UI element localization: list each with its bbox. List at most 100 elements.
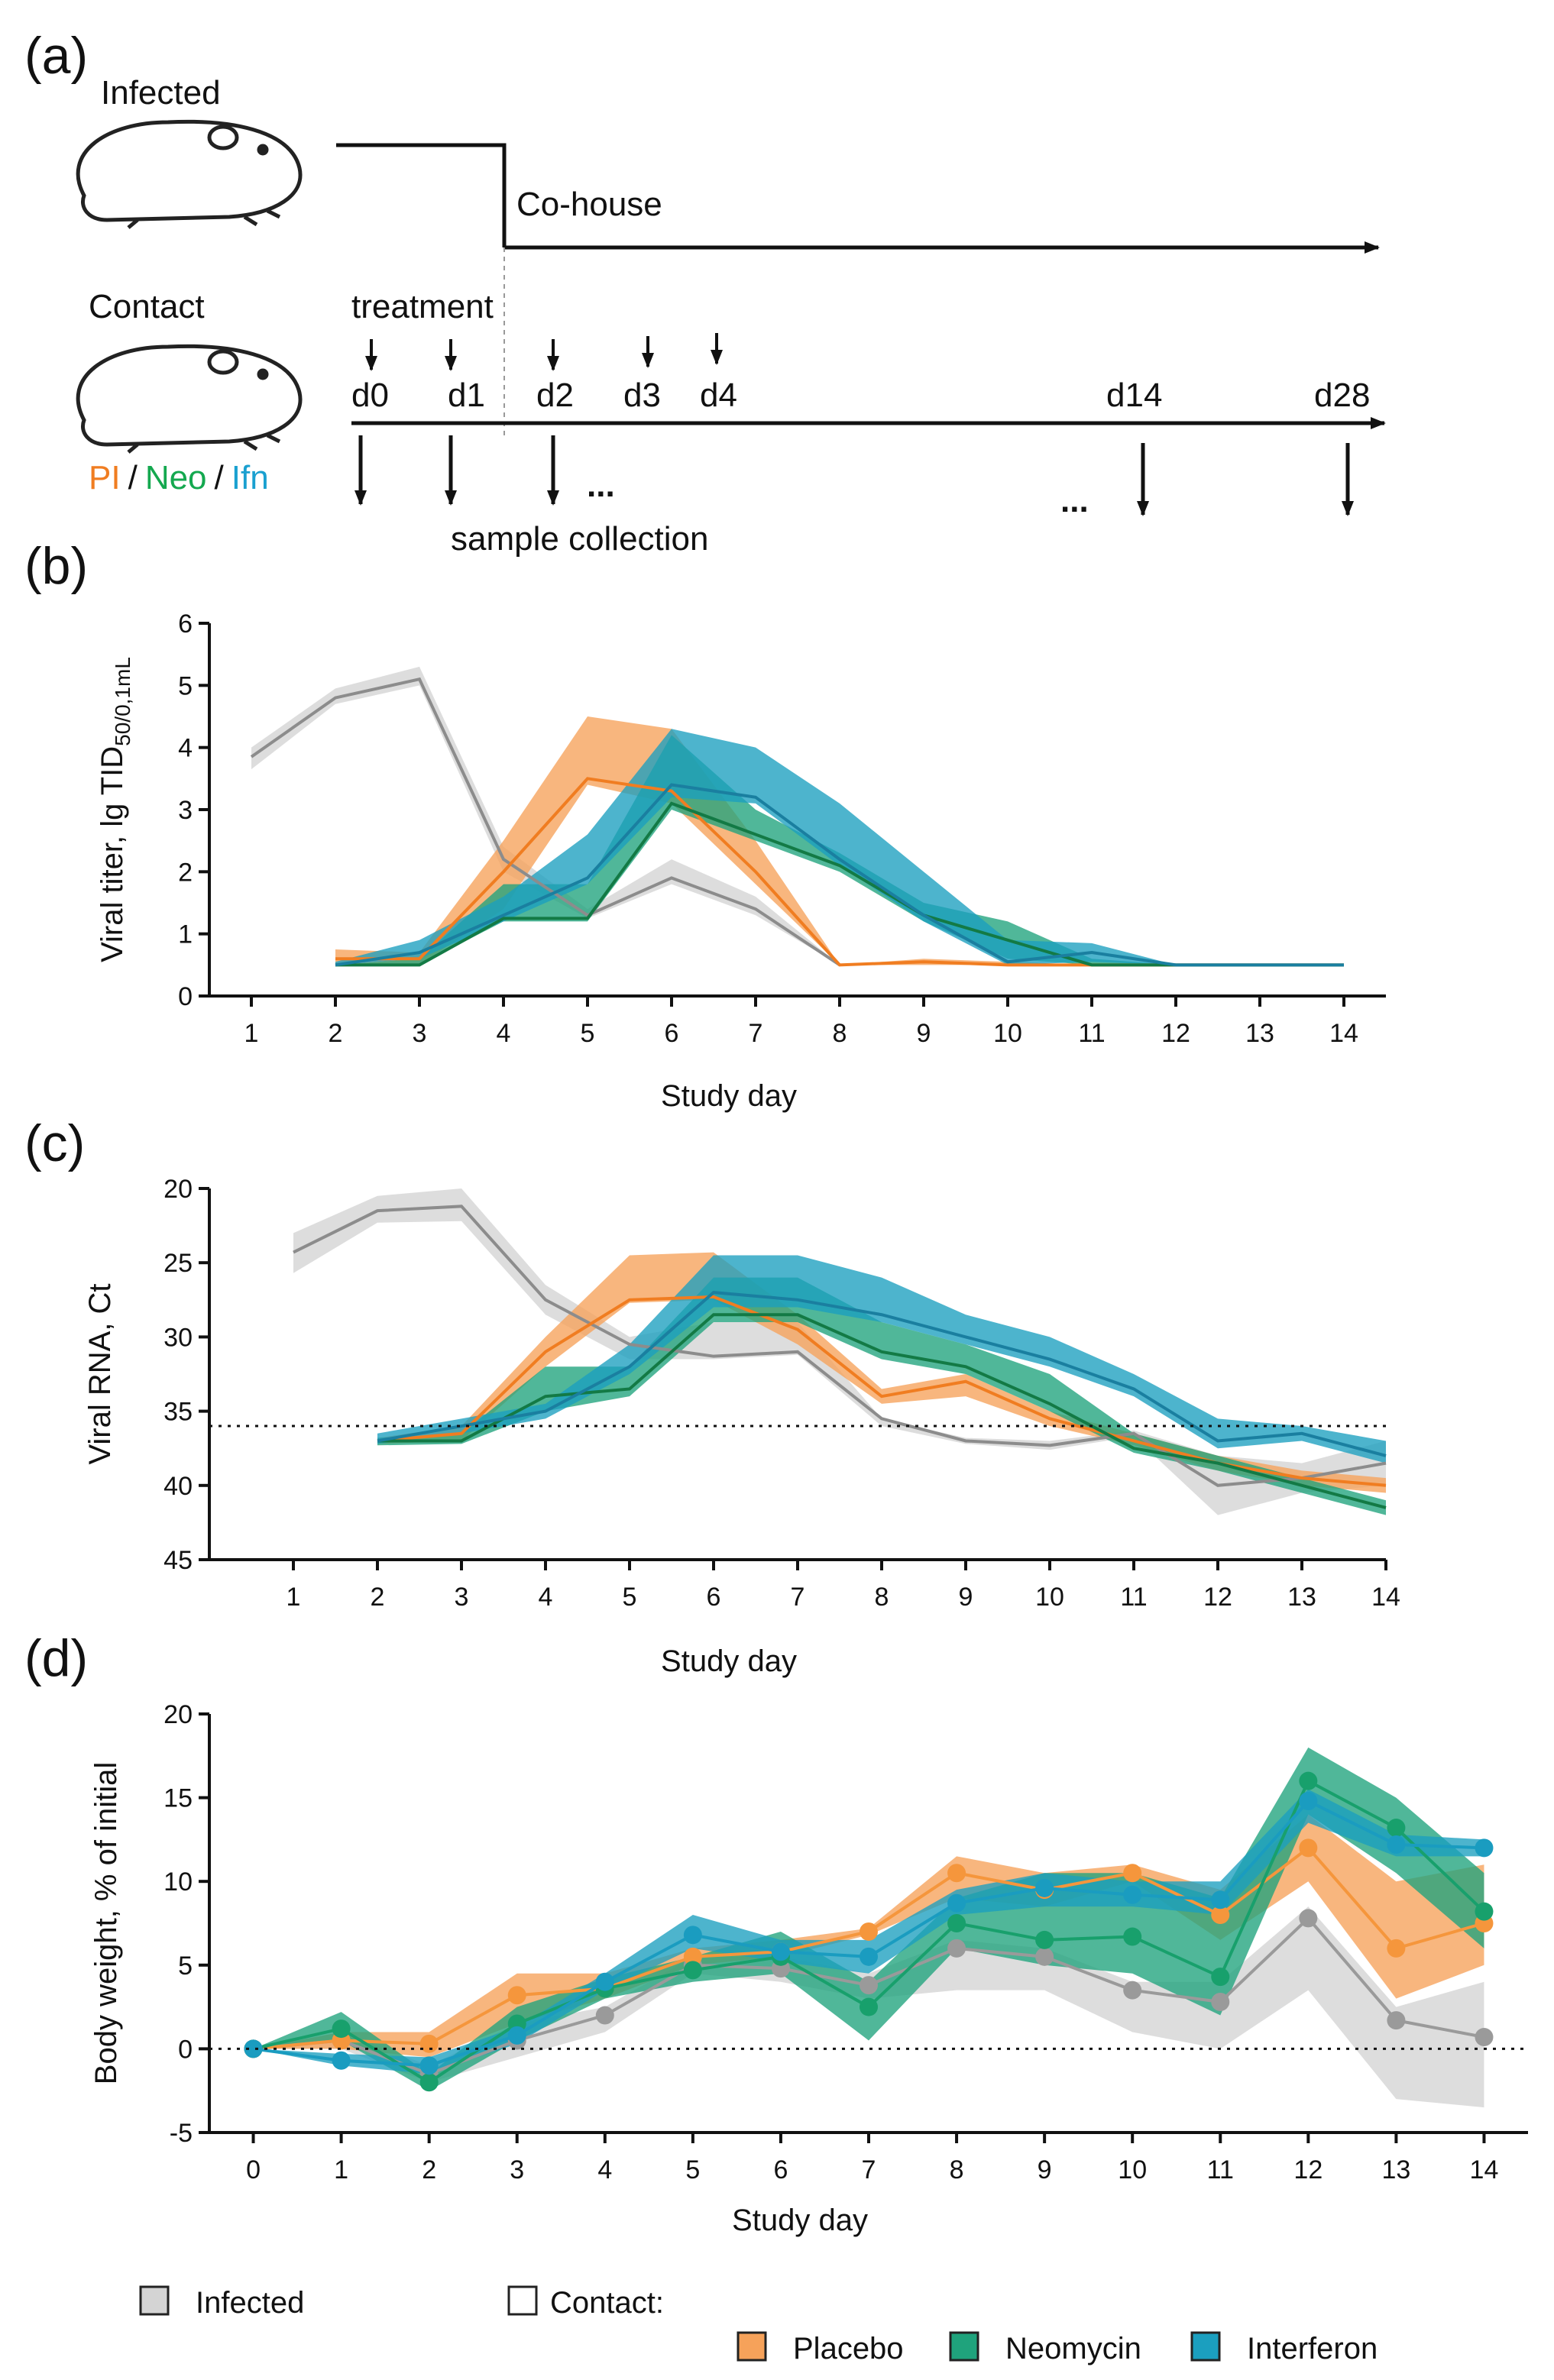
x-tick-label: 9 (917, 1019, 931, 1048)
day-label: d28 (1314, 377, 1370, 414)
data-point (1299, 1771, 1318, 1790)
data-point (332, 2051, 351, 2070)
y-tick-label: 0 (178, 2035, 193, 2064)
legend-swatch (139, 2285, 170, 2316)
contact-label: Contact (89, 288, 205, 325)
data-point (244, 2039, 263, 2058)
x-tick-label: 4 (597, 2155, 612, 2184)
x-tick-label: 13 (1245, 1019, 1274, 1048)
treatment-label: treatment (351, 288, 494, 325)
x-tick-label: 4 (497, 1019, 511, 1048)
y-tick-label: 45 (163, 1546, 193, 1575)
x-axis-title: Study day (661, 1079, 797, 1113)
x-tick-label: 7 (862, 2155, 876, 2184)
x-tick-label: 13 (1381, 2155, 1410, 2184)
panel-label: (d) (24, 1629, 88, 1687)
data-point (1475, 2028, 1494, 2047)
error-band (335, 729, 1344, 965)
data-point (1211, 1906, 1230, 1925)
x-tick-label: 8 (833, 1019, 847, 1048)
data-point (1299, 1838, 1318, 1858)
data-point (947, 1893, 966, 1913)
data-point (1299, 1791, 1318, 1810)
x-tick-label: 2 (422, 2155, 436, 2184)
separator: / (215, 459, 225, 496)
error-band (253, 1906, 1484, 2108)
guinea-pig-icon (76, 344, 303, 454)
data-point (595, 1972, 614, 1991)
x-tick-label: 14 (1371, 1583, 1400, 1612)
data-point (947, 1864, 966, 1883)
data-point (1123, 1927, 1142, 1946)
x-axis-title: Study day (732, 2204, 868, 2237)
day-label: d1 (448, 377, 485, 414)
y-tick-label: 40 (163, 1472, 193, 1501)
x-tick-label: 9 (1038, 2155, 1052, 2184)
group-pi: PI (89, 459, 121, 496)
y-tick-label: 1 (178, 920, 193, 949)
y-tick-label: 25 (163, 1249, 193, 1278)
panel-label: (c) (24, 1114, 85, 1172)
x-tick-label: 12 (1203, 1583, 1232, 1612)
legend-swatch (737, 2331, 767, 2362)
series-line (335, 783, 1344, 967)
sample-arrows (355, 435, 1354, 516)
y-axis-title: Viral RNA, Ct (83, 1283, 117, 1464)
guinea-pig-icon (76, 119, 303, 229)
separator: / (128, 459, 138, 496)
group-labels: PI / Neo / Ifn (89, 459, 269, 496)
treatment-arrows (365, 333, 723, 371)
day-label: d14 (1106, 377, 1162, 414)
y-axis-title-text: Body weight, % of initial (89, 1762, 123, 2084)
series-line (377, 1291, 1387, 1457)
data-point (1211, 1890, 1230, 1909)
cohouse-label: Co-house (516, 186, 662, 223)
data-point (860, 1922, 878, 1941)
data-point (1123, 1864, 1142, 1883)
data-point (1211, 1968, 1230, 1987)
x-tick-label: 3 (510, 2155, 524, 2184)
error-band (377, 1252, 1386, 1493)
x-axis-title: Study day (661, 1644, 797, 1678)
x-tick-label: 6 (773, 2155, 788, 2184)
y-tick-label: 0 (178, 982, 193, 1011)
x-tick-label: 11 (1120, 1583, 1147, 1612)
data-point (1387, 1819, 1406, 1838)
data-point (1035, 1947, 1054, 1966)
group-ifn: Ifn (231, 459, 269, 496)
day-label: d2 (536, 377, 574, 414)
data-point (683, 1961, 702, 1980)
x-tick-label: 6 (665, 1019, 679, 1048)
y-tick-label: 5 (178, 1952, 193, 1981)
data-point (1475, 1838, 1494, 1858)
x-tick-label: 3 (413, 1019, 427, 1048)
data-point (1299, 1909, 1318, 1928)
error-band (251, 666, 840, 965)
x-tick-label: 13 (1287, 1583, 1316, 1612)
data-point (507, 1986, 526, 2005)
y-tick-label: -5 (170, 2119, 193, 2148)
data-point (771, 1942, 790, 1961)
y-tick-label: 20 (163, 1700, 193, 1729)
y-axis-title: Body weight, % of initial (89, 1762, 123, 2084)
x-tick-label: 2 (329, 1019, 343, 1048)
y-axis-title-text: Viral RNA, Ct (83, 1283, 117, 1464)
panel-a: (a) Infected Co-house Contact treatment … (24, 27, 1386, 558)
data-point (860, 1947, 878, 1966)
data-point (332, 2019, 351, 2039)
y-tick-label: 4 (178, 734, 193, 763)
day-label: d4 (700, 377, 737, 414)
y-tick-label: 20 (163, 1175, 193, 1204)
x-tick-label: 11 (1078, 1019, 1105, 1048)
legend-label: Interferon (1247, 2332, 1378, 2365)
data-point (683, 1947, 702, 1966)
ellipsis: ... (1060, 482, 1089, 519)
y-axis-title: Viral titer, lg TID50/0,1mL (96, 657, 134, 962)
data-point (683, 1926, 702, 1945)
legend-swatch (507, 2285, 538, 2316)
x-tick-label: 5 (623, 1583, 637, 1612)
x-tick-label: 9 (959, 1583, 973, 1612)
data-point (1035, 1930, 1054, 1949)
